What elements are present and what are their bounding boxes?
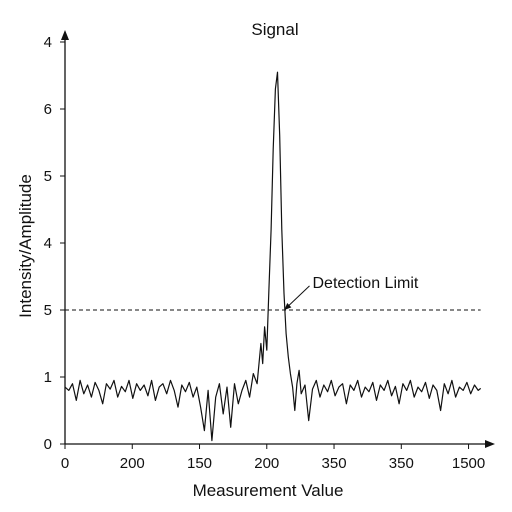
axes (61, 30, 495, 448)
y-tick-label: 6 (44, 101, 52, 118)
y-tick-label: 5 (44, 302, 52, 319)
detection-limit-label: Detection Limit (313, 275, 419, 292)
y-tick-label: 4 (44, 235, 52, 252)
x-tick-label: 350 (322, 455, 347, 472)
signal-series-line (64, 71, 482, 442)
y-ticks: 0 1 5 4 5 6 4 (44, 34, 65, 453)
x-tick-label: 200 (120, 455, 145, 472)
y-axis-label: Intensity/Amplitude (16, 174, 35, 318)
y-tick-label: 1 (44, 369, 52, 386)
x-tick-label: 200 (254, 455, 279, 472)
x-axis-label: Measurement Value (193, 481, 344, 500)
x-tick-label: 150 (187, 455, 212, 472)
y-axis-arrow (61, 30, 69, 40)
y-tick-label: 4 (44, 34, 52, 51)
y-tick-label: 0 (44, 436, 52, 453)
detection-limit-arrow (286, 285, 310, 308)
x-tick-label: 0 (61, 455, 69, 472)
x-tick-label: 1500 (452, 455, 485, 472)
y-tick-label: 5 (44, 168, 52, 185)
chart-title: Signal (251, 20, 298, 39)
x-ticks: 0 200 150 200 350 350 1500 (61, 444, 485, 472)
x-tick-label: 350 (389, 455, 414, 472)
detection-limit-arrowhead (284, 302, 292, 310)
x-axis-arrow (485, 440, 495, 448)
